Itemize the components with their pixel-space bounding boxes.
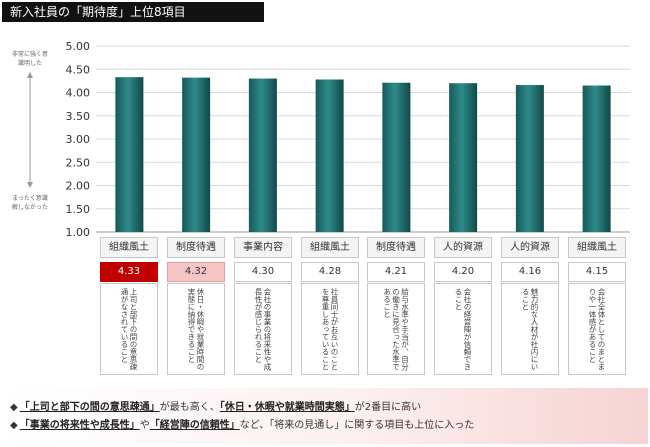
- bar: [248, 78, 277, 232]
- item-description-cell: 魅力的な人材が社内にいること: [501, 283, 559, 375]
- summary-highlight: 「経営陣の信頼性」: [149, 420, 240, 431]
- item-description-cell: 社員同士がお互いのことを尊重しあっていること: [301, 283, 359, 375]
- category-label: 人的資源: [501, 237, 559, 258]
- y-tick-label: 3.00: [66, 133, 91, 146]
- summary-line-1: ◆ 「上司と部下の間の意思疎通」が最も高く、「休日・休暇や就業時間実態」が2番目に…: [10, 398, 421, 413]
- item-description: 会社全体としてのまとまりや一体感があること: [588, 288, 606, 371]
- summary-highlight: 「休日・休暇や就業時間実態」: [219, 402, 355, 413]
- diamond-bullet-icon: ◆: [10, 420, 18, 431]
- value-label: 4.30: [234, 262, 292, 282]
- bar: [315, 79, 344, 232]
- bar: [182, 77, 211, 233]
- category-label: 人的資源: [434, 237, 492, 258]
- y-tick-label: 2.00: [66, 180, 91, 193]
- category-label: 組織風土: [100, 237, 158, 258]
- category-label: 組織風土: [568, 237, 626, 258]
- y-scale-arrow-icon: [27, 72, 33, 188]
- y-tick-label: 1.50: [66, 203, 91, 216]
- value-label: 4.32: [167, 262, 225, 282]
- item-description-cell: 会社の事業の将来性や成長性が感じられること: [234, 283, 292, 375]
- item-description: 会社の事業の将来性や成長性が感じられること: [254, 288, 272, 371]
- bar-chart: 1.00 1.50 2.00 2.50 3.00 3.50 4.00 4.50 5.00: [66, 40, 630, 239]
- chart-title: 新入社員の「期待度」上位8項目: [2, 2, 264, 22]
- value-label: 4.20: [434, 262, 492, 282]
- summary-text: が2番目に高い: [354, 402, 422, 413]
- value-label: 4.16: [501, 262, 559, 282]
- bar: [115, 77, 144, 232]
- item-description: 魅力的な人材が社内にいること: [521, 288, 539, 371]
- summary-box: ◆ 「上司と部下の間の意思疎通」が最も高く、「休日・休暇や就業時間実態」が2番目に…: [2, 388, 648, 444]
- summary-line-2: ◆ 「事業の将来性や成長性」や「経営陣の信頼性」など、「将来の見通し」に関する項目…: [10, 416, 474, 431]
- item-description-cell: 会社の経営陣が信頼できること: [434, 283, 492, 375]
- category-label: 組織風土: [301, 237, 359, 258]
- item-description: 社員同士がお互いのことを尊重しあっていること: [321, 288, 339, 371]
- summary-text: や: [139, 420, 150, 431]
- bar: [515, 85, 544, 232]
- category-label: 制度待遇: [167, 237, 225, 258]
- item-description-cell: 休日・休暇や就業時間の実態に納得できること: [167, 283, 225, 375]
- item-description-cell: 上司と部下の間の意思疎通がなされていること: [100, 283, 158, 375]
- y-tick-label: 2.50: [66, 156, 91, 169]
- category-label: 制度待遇: [367, 237, 425, 258]
- item-description: 会社の経営陣が信頼できること: [454, 288, 472, 371]
- y-tick-label: 5.00: [66, 40, 91, 53]
- value-label: 4.15: [568, 262, 626, 282]
- summary-text: など、「将来の見通し」に関する項目も上位に入った: [239, 420, 475, 431]
- bar: [382, 82, 411, 232]
- item-description: 休日・休暇や就業時間の実態に納得できること: [187, 288, 205, 371]
- value-label: 4.28: [301, 262, 359, 282]
- bar: [582, 85, 611, 233]
- diamond-bullet-icon: ◆: [10, 402, 18, 413]
- bar: [449, 83, 478, 232]
- value-label: 4.21: [367, 262, 425, 282]
- summary-text: が最も高く、: [159, 402, 220, 413]
- y-tick-label: 3.50: [66, 110, 91, 123]
- item-description: 上司と部下の間の意思疎通がなされていること: [120, 288, 138, 371]
- y-tick-label: 4.00: [66, 87, 91, 100]
- summary-highlight: 「事業の将来性や成長性」: [19, 420, 140, 431]
- item-description-cell: 給与水準や手当が、自分の働きに見合った水準であること: [367, 283, 425, 375]
- y-top-label: 非常に強く意識明した: [12, 51, 49, 67]
- summary-highlight: 「上司と部下の間の意思疎通」: [19, 402, 160, 413]
- y-bottom-label: まったく意識解しなかった: [12, 195, 49, 211]
- value-label: 4.33: [100, 262, 158, 282]
- item-description-cell: 会社全体としてのまとまりや一体感があること: [568, 283, 626, 375]
- y-tick-label: 4.50: [66, 63, 91, 76]
- y-tick-label: 1.00: [66, 226, 91, 239]
- category-label: 事業内容: [234, 237, 292, 258]
- item-description: 給与水準や手当が、自分の働きに見合った水準であること: [382, 288, 410, 371]
